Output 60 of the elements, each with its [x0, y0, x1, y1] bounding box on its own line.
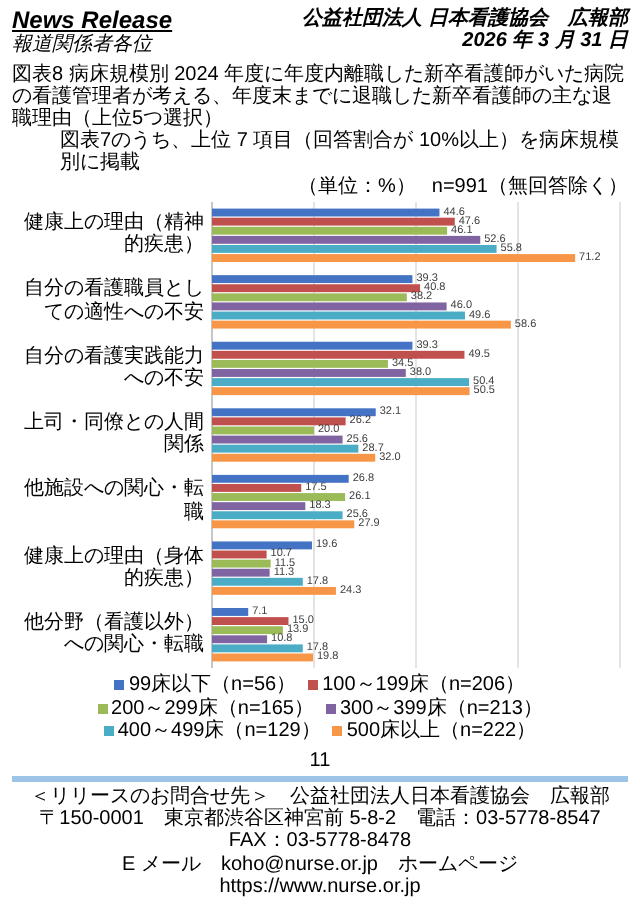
text: E メール koho@nurse.or.jp ホームページ https://www.nurse.or.jp — [120, 853, 520, 898]
bar — [212, 559, 271, 568]
bar — [212, 226, 448, 235]
chart-title: 図表8 病床規模別 2024 年度に年度内離職した新卒看護師がいた病院の看護管理者が考える、年度末までに退職した新卒看護師の主な退職理由（上位5つ選択） — [12, 63, 627, 130]
legend-label: 400～499床（n=129） — [117, 719, 321, 742]
text: 公益社団法人 日本看護協会 広報部 — [302, 8, 628, 30]
legend-label: 99床以下（n=56） — [128, 674, 297, 697]
bar — [212, 283, 421, 292]
bar — [212, 235, 481, 244]
legend-label: 100～199床（n=206） — [322, 674, 526, 697]
legend-label: 200～299床（n=165） — [111, 697, 314, 719]
bar — [212, 643, 303, 652]
bar — [212, 341, 413, 350]
bar — [212, 292, 407, 301]
bar — [212, 492, 346, 501]
bar — [212, 453, 376, 462]
bar — [212, 359, 388, 368]
bar — [212, 474, 349, 483]
bar — [212, 301, 447, 310]
bar — [212, 510, 343, 519]
bar — [212, 625, 283, 634]
bar — [212, 253, 576, 262]
bar — [212, 320, 511, 329]
bar — [212, 540, 312, 549]
bar — [212, 616, 289, 625]
legend-label: 500床以上（n=222） — [346, 719, 537, 742]
bar — [212, 568, 270, 577]
bar — [212, 377, 470, 386]
legend-label: 300～399床（n=213） — [340, 697, 543, 719]
y-tick-label: 他分野（看護以外）への関心・転職 — [22, 609, 204, 661]
bar — [212, 586, 336, 595]
bar — [212, 483, 302, 492]
bar — [212, 368, 406, 377]
y-tick-label: 上司・同僚との人間関係 — [22, 409, 204, 461]
bar — [212, 274, 413, 283]
bar — [212, 416, 346, 425]
text: 11 — [307, 749, 333, 773]
bar — [212, 501, 306, 510]
y-tick-label: 他施設への関心・転職 — [22, 475, 204, 528]
bar — [212, 519, 355, 528]
text: n=991（無回答除く） — [431, 175, 628, 198]
text: News Release — [12, 6, 173, 34]
bar — [212, 244, 497, 253]
y-tick-label: 健康上の理由（精神的疾患） — [22, 209, 204, 261]
bar — [212, 350, 465, 359]
bar — [212, 217, 455, 226]
bar — [212, 634, 268, 643]
bar — [212, 386, 470, 395]
text: 2026 年 3 月 31 日 — [460, 30, 628, 53]
bar — [212, 607, 249, 616]
text: （単位：%） — [298, 175, 416, 198]
bar — [212, 577, 303, 586]
text: 〒150-0001 東京都渋谷区神宮前 5-8-2 電話：03-5778-8547 FAX：03-5778-8478 — [37, 808, 603, 854]
text: ＜リリースのお問合せ先＞ 公益社団法人日本看護協会 広報部 — [28, 786, 612, 809]
y-tick-label: 健康上の理由（身体的疾患） — [22, 543, 204, 594]
bar — [212, 444, 359, 453]
y-tick-label: 自分の看護職員としての適性への不安 — [22, 275, 204, 328]
bar — [212, 407, 376, 416]
y-tick-label: 自分の看護実践能力への不安 — [22, 343, 204, 394]
text: 報道関係者各位 — [12, 34, 155, 58]
